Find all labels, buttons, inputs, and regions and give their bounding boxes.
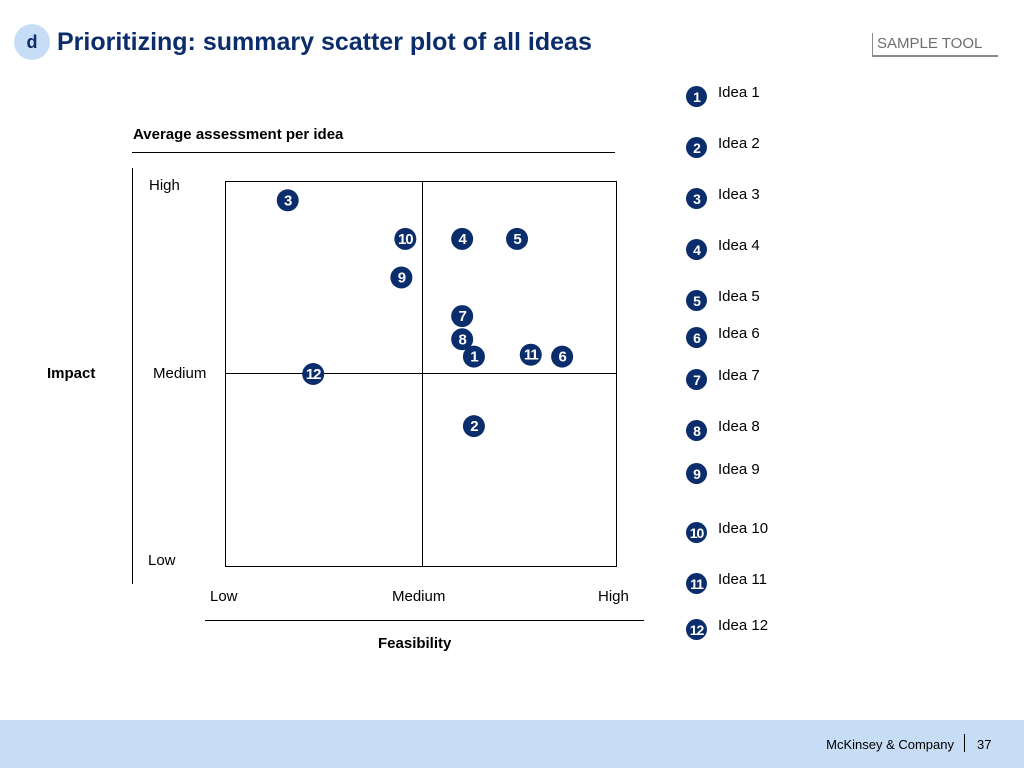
scatter-point: 11 — [519, 343, 542, 366]
legend-label: Idea 6 — [718, 325, 760, 342]
scatter-point-marker — [551, 345, 574, 368]
scatter-point-label: 6 — [558, 349, 566, 366]
legend-marker: 7 — [686, 369, 707, 390]
scatter-point-marker — [506, 227, 529, 250]
legend-marker: 3 — [686, 188, 707, 209]
scatter-point-marker — [394, 227, 417, 250]
scatter-point-marker — [451, 227, 474, 250]
legend-label: Idea 5 — [718, 288, 760, 305]
legend-marker: 6 — [686, 327, 707, 348]
x-axis-rule — [205, 620, 644, 621]
scatter-point: 1 — [462, 345, 485, 368]
legend-marker: 10 — [686, 522, 707, 543]
legend-label: Idea 4 — [718, 237, 760, 254]
scatter-point-label: 3 — [284, 192, 292, 209]
page-number: 37 — [977, 737, 992, 752]
legend-marker: 1 — [686, 86, 707, 107]
scatter-point-marker — [462, 345, 485, 368]
scatter-point-marker — [302, 363, 325, 385]
scatter-point: 6 — [551, 345, 574, 368]
legend-label: Idea 2 — [718, 135, 760, 152]
scatter-point: 9 — [390, 266, 413, 289]
y-axis-title: Impact — [47, 365, 96, 382]
legend-label: Idea 1 — [718, 84, 760, 101]
page-title: Prioritizing: summary scatter plot of al… — [57, 28, 592, 56]
scatter-point: 7 — [451, 305, 474, 328]
scatter-point: 10 — [394, 227, 417, 250]
y-tick-medium: Medium — [153, 365, 207, 382]
scatter-point-label: 4 — [458, 231, 467, 248]
legend-marker: 12 — [686, 619, 707, 640]
legend-marker: 11 — [686, 573, 707, 594]
y-tick-low: Low — [148, 552, 176, 569]
scatter-point-label: 11 — [524, 347, 539, 364]
y-tick-high: High — [149, 177, 180, 194]
x-tick-medium: Medium — [392, 588, 446, 605]
scatter-point-marker — [390, 266, 413, 289]
legend-label: Idea 10 — [718, 520, 769, 537]
scatter-point: 2 — [462, 415, 485, 438]
legend: 1 Idea 1 2 Idea 2 3 Idea 3 4 Idea 4 5 Idea 5 6 Idea… — [686, 0, 886, 700]
scatter-point: 12 — [302, 363, 325, 385]
legend-marker: 2 — [686, 137, 707, 158]
y-axis-rule — [132, 168, 133, 584]
legend-label: Idea 11 — [718, 571, 767, 588]
scatter-point-label: 12 — [306, 366, 321, 383]
footer-company: McKinsey & Company — [826, 737, 954, 752]
legend-marker: 8 — [686, 420, 707, 441]
x-tick-low: Low — [210, 588, 238, 605]
scatter-point-label: 5 — [513, 231, 521, 248]
x-tick-high: High — [598, 588, 629, 605]
scatter-point-marker — [276, 189, 299, 212]
scatter-point: 5 — [506, 227, 529, 250]
scatter-point-marker — [451, 305, 474, 328]
legend-marker: 9 — [686, 463, 707, 484]
scatter-point-marker — [519, 343, 542, 366]
scatter-point-label: 7 — [458, 308, 466, 325]
scatter-point-marker — [462, 415, 485, 438]
legend-label: Idea 7 — [718, 367, 760, 384]
legend-marker: 5 — [686, 290, 707, 311]
scatter-point-label: 1 — [470, 349, 478, 366]
scatter-point: 4 — [451, 227, 474, 250]
legend-label: Idea 9 — [718, 461, 760, 478]
scatter-point: 8 — [451, 328, 474, 351]
scatter-point-label: 10 — [398, 231, 413, 248]
scatter-plot: 1 2 3 4 5 6 7 8 9 10 11 12 — [225, 181, 617, 567]
scatter-point-label: 8 — [458, 331, 466, 348]
scatter-point: 3 — [276, 189, 299, 212]
section-badge: d — [14, 24, 50, 60]
legend-label: Idea 12 — [718, 617, 769, 634]
scatter-point-label: 2 — [470, 418, 478, 435]
footer-bar: McKinsey & Company 37 — [0, 720, 1024, 768]
scatter-point-marker — [451, 328, 474, 351]
scatter-point-label: 9 — [398, 270, 406, 287]
legend-label: Idea 3 — [718, 186, 760, 203]
x-axis-title: Feasibility — [378, 635, 452, 652]
legend-marker: 4 — [686, 239, 707, 260]
footer-separator — [964, 734, 965, 752]
chart-title: Average assessment per idea — [133, 126, 344, 143]
chart-title-rule — [132, 152, 615, 153]
legend-label: Idea 8 — [718, 418, 760, 435]
sample-tool-tag: SAMPLE TOOL — [872, 33, 998, 57]
